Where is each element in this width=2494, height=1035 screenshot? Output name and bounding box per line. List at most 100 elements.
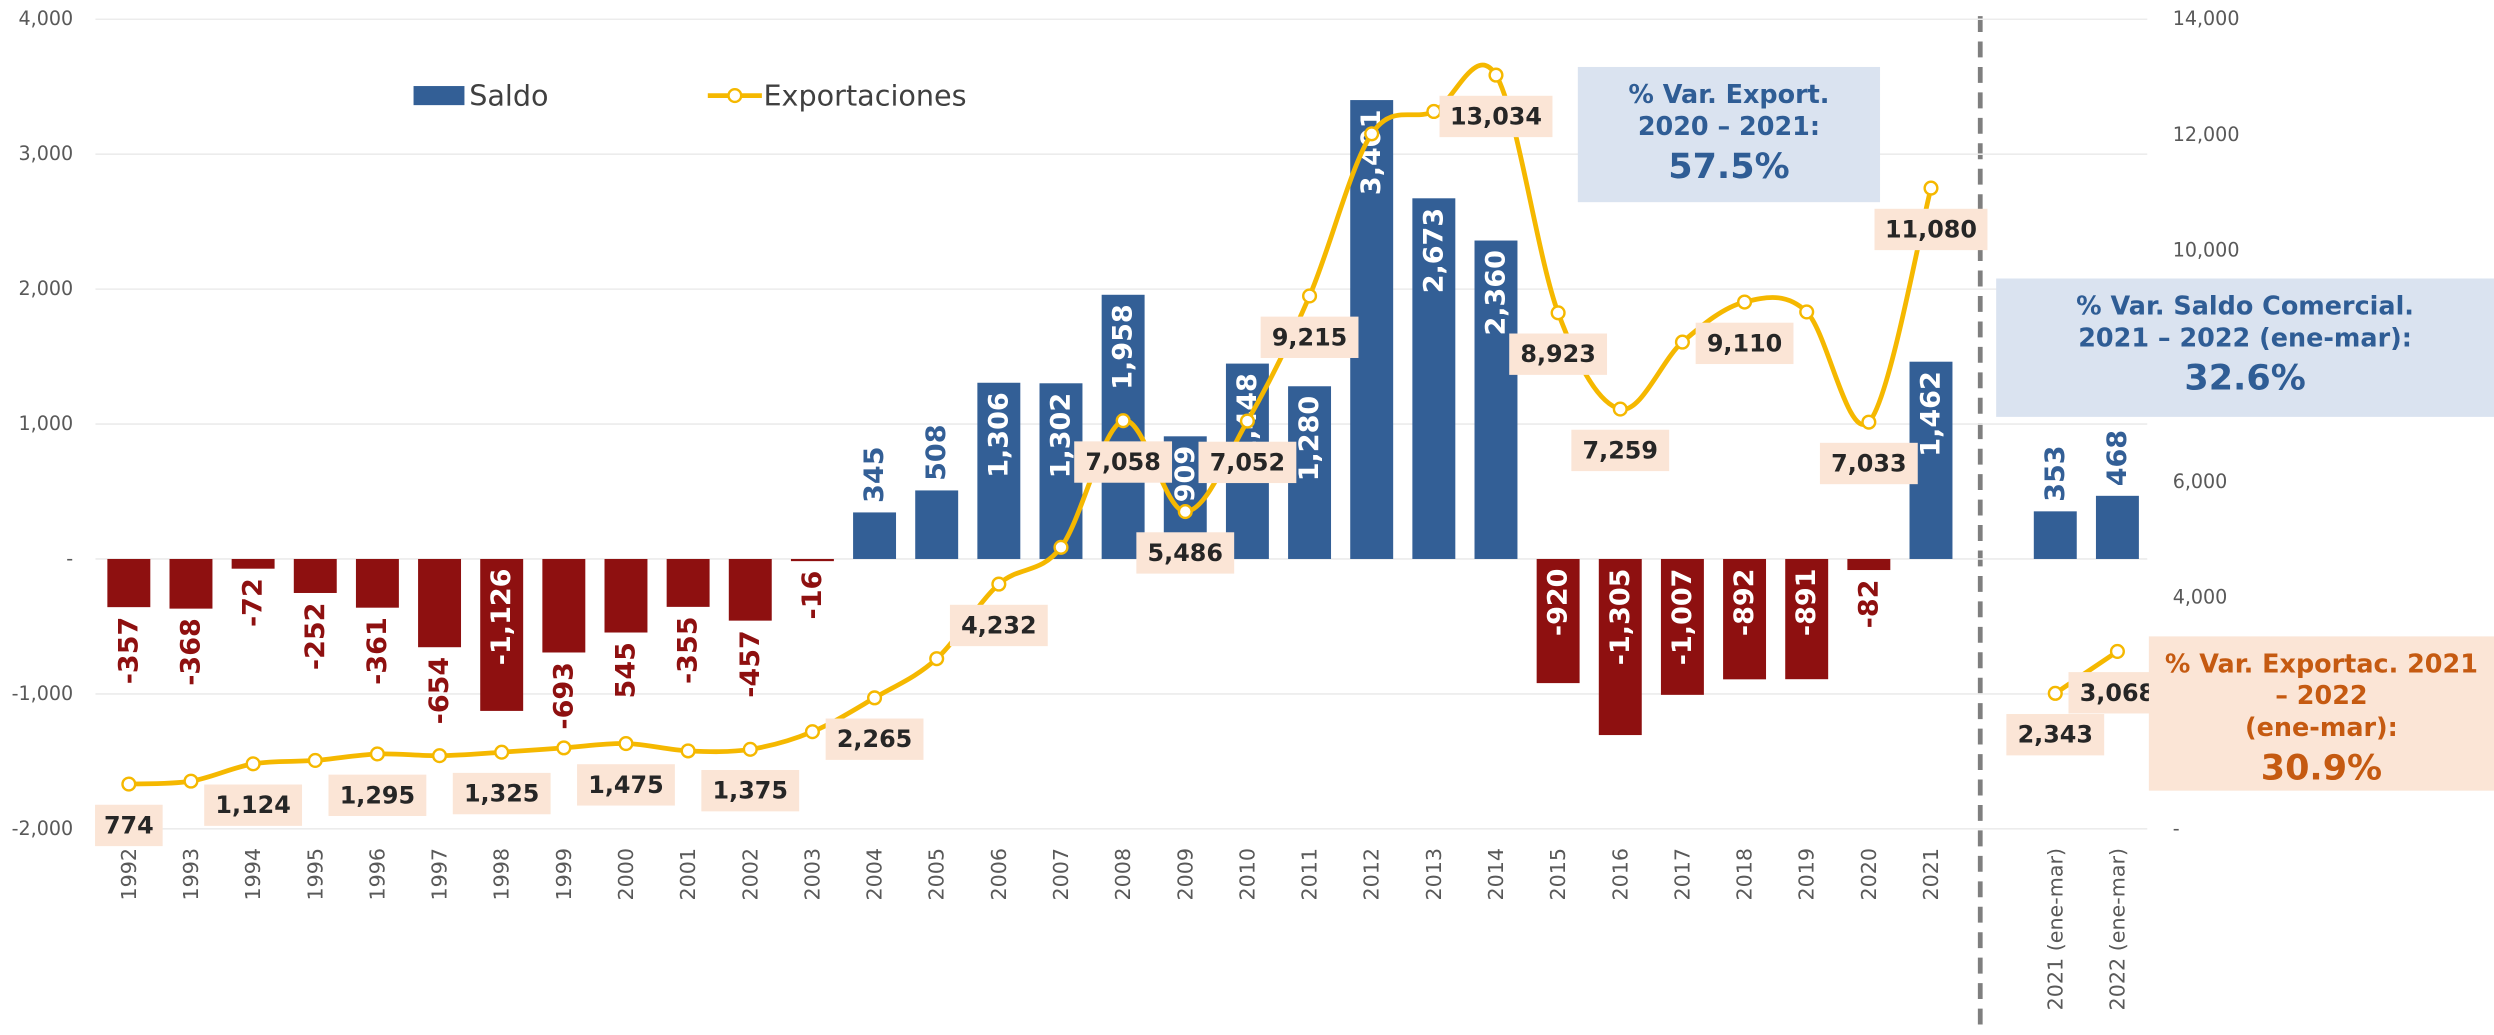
bar	[1536, 558, 1580, 684]
label-box	[2006, 714, 2105, 756]
label-box	[1439, 95, 1553, 138]
label-box	[949, 604, 1048, 647]
bar-value-label: 468	[2102, 430, 2133, 486]
line-value-text: 7,259	[1583, 436, 1658, 464]
line-marker	[245, 756, 261, 772]
bar-value-label: -654	[424, 657, 455, 725]
line-value-label: 7,033	[1819, 442, 1918, 485]
y2-tick-label: 10,000	[2173, 240, 2240, 262]
line-marker	[1302, 288, 1318, 304]
line-marker	[1799, 304, 1815, 320]
line-value-label: 1,325	[452, 772, 551, 815]
line-value-label: 7,052	[1198, 441, 1297, 484]
line-marker	[804, 724, 820, 740]
y2-tick-label: 14,000	[2173, 8, 2240, 30]
annotation-box	[2148, 636, 2494, 791]
bar-value-label: -355	[673, 616, 704, 684]
bar	[790, 558, 834, 562]
bar	[853, 512, 897, 559]
legend-swatch	[413, 86, 465, 106]
y-tick-label: -2,000	[12, 818, 74, 840]
annotation-box	[1996, 278, 2494, 417]
x-tick-label: 2010	[1235, 848, 1259, 901]
bar-value-label: -1,007	[1667, 569, 1698, 666]
line-marker	[1861, 414, 1877, 430]
x-tick-label: 2018	[1733, 848, 1757, 901]
bar-value-label: 353	[2040, 445, 2071, 501]
bar	[1598, 558, 1642, 736]
line-value-label: 5,486	[1136, 532, 1235, 574]
x-tick-label: 2006	[987, 848, 1011, 901]
label-box	[1260, 316, 1359, 358]
bar	[418, 558, 462, 648]
line-value-text: 1,325	[464, 780, 539, 808]
x-tick-label: 2021	[1919, 848, 1943, 901]
x-tick-label: 2005	[925, 848, 949, 901]
line-value-label: 4,232	[949, 604, 1048, 647]
annotation-box	[1577, 66, 1881, 203]
line-marker	[1053, 539, 1069, 555]
x-tick-label: 2020	[1857, 848, 1881, 901]
label-box	[1136, 532, 1235, 574]
bar	[1412, 198, 1456, 559]
bar-value-label: 1,280	[1294, 396, 1325, 481]
bar-value-label: 545	[610, 642, 641, 698]
y2-tick-label: 4,000	[2173, 587, 2228, 609]
bar	[1847, 558, 1891, 571]
line-value-text: 13,034	[1450, 102, 1542, 130]
line-marker	[1737, 294, 1753, 310]
x-tick-label: 2008	[1111, 848, 1135, 901]
x-tick-label: 2014	[1484, 848, 1508, 901]
line-value-label: 9,215	[1260, 316, 1359, 358]
line-marker	[1488, 67, 1504, 83]
line-marker	[2109, 643, 2125, 659]
bar-value-label: -693	[548, 662, 579, 730]
bar-value-label: 909	[1170, 446, 1201, 502]
y2-tick-label: 12,000	[2173, 124, 2240, 146]
y-tick-label: 1,000	[19, 413, 74, 435]
bar	[728, 558, 772, 621]
line-value-label: 2,343	[2006, 714, 2105, 756]
bar-value-label: -892	[1729, 569, 1760, 637]
line-marker	[1115, 413, 1131, 429]
y-tick-label: -	[66, 548, 73, 570]
line-marker	[431, 748, 448, 764]
line-marker	[929, 651, 945, 667]
bar-value-label: -72	[238, 578, 269, 627]
line-value-text: 7,033	[1831, 449, 1906, 477]
bar-value-label: -891	[1791, 569, 1822, 637]
x-tick-label: 2007	[1049, 848, 1073, 901]
annotation-value: 30.9%	[2261, 748, 2382, 788]
line-value-label: 13,034	[1439, 95, 1553, 138]
bar	[1785, 558, 1829, 680]
label-box	[1819, 442, 1918, 485]
line-value-label: 7,058	[1074, 441, 1173, 483]
x-tick-label: 1998	[490, 848, 514, 901]
bar-value-label: 1,958	[1108, 304, 1139, 389]
x-tick-label: 1999	[552, 848, 576, 901]
line-value-label: 2,265	[825, 718, 924, 760]
line-value-label: 1,295	[328, 774, 427, 816]
y2-tick-label: -	[2173, 818, 2180, 840]
bar	[2033, 511, 2077, 559]
line-value-text: 1,124	[215, 791, 290, 819]
line-marker	[121, 776, 137, 792]
x-tick-label: 2012	[1360, 848, 1384, 901]
line-marker	[494, 744, 510, 760]
bar-value-label: -457	[735, 630, 766, 698]
x-tick-label: 1993	[179, 848, 203, 901]
x-tick-label: 2003	[800, 848, 824, 901]
legend-label: Exportaciones	[763, 79, 966, 113]
bar	[542, 558, 586, 653]
line-value-text: 1,475	[588, 771, 663, 799]
line-marker	[742, 741, 758, 757]
bar	[355, 558, 399, 608]
bar-value-label: -1,126	[486, 569, 517, 666]
annotation-text: – 2022	[2275, 680, 2367, 710]
line-value-label: 774	[95, 804, 163, 847]
x-tick-label: 2019	[1795, 848, 1819, 901]
line-marker	[183, 773, 199, 789]
line-value-text: 8,923	[1520, 340, 1595, 368]
line-value-text: 2,265	[837, 725, 912, 753]
